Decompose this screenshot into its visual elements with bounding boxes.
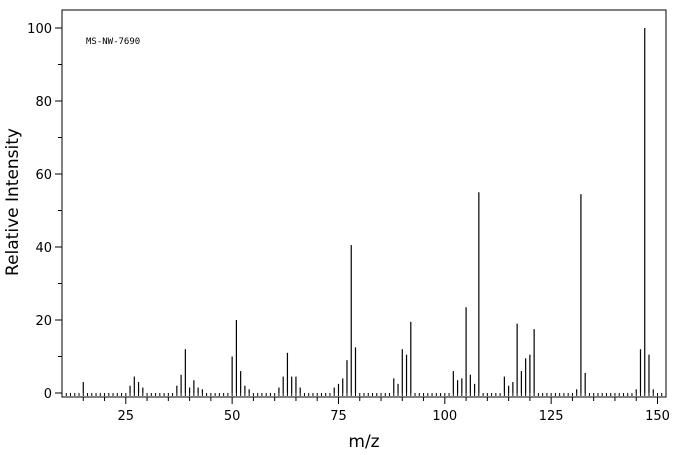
y-tick-label: 0: [44, 387, 52, 402]
tick-labels: 25 50 75 100 125 150 0 20 40 60 80 100: [27, 22, 670, 424]
x-tick-label: 100: [432, 409, 457, 424]
y-tick-label: 20: [35, 314, 52, 329]
axis-ticks: [55, 27, 658, 404]
y-tick-label: 80: [35, 95, 52, 110]
x-axis-label: m/z: [348, 432, 379, 452]
y-tick-label: 40: [35, 241, 52, 256]
x-tick-label: 150: [645, 409, 670, 424]
baseline-tick-marks: [65, 393, 663, 396]
x-tick-label: 75: [330, 409, 347, 424]
spectrum-peaks: [82, 28, 654, 393]
spectrum-id-annotation: MS-NW-7690: [86, 37, 140, 47]
plot-frame: [61, 9, 667, 398]
y-axis-label: Relative Intensity: [3, 128, 23, 276]
x-tick-label: 25: [118, 409, 135, 424]
x-tick-label: 50: [224, 409, 241, 424]
y-tick-label: 100: [27, 22, 52, 37]
x-tick-label: 125: [539, 409, 564, 424]
y-tick-label: 60: [35, 168, 52, 183]
